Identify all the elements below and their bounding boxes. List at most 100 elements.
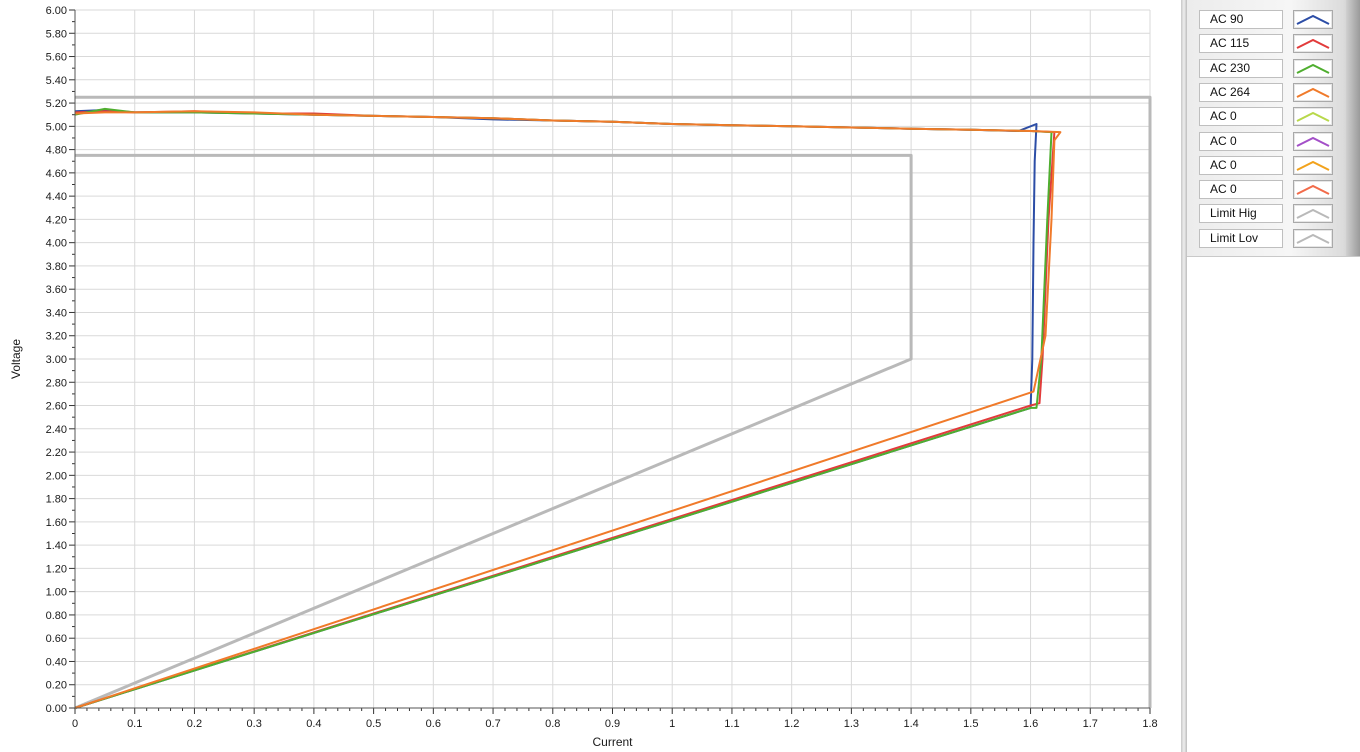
x-tick-label: 0.5 [366, 718, 381, 730]
legend-line-icon [1296, 136, 1330, 147]
legend-item-label: AC 115 [1199, 34, 1283, 54]
y-tick-label: 6.00 [46, 5, 67, 17]
y-tick-label: 4.40 [46, 191, 67, 203]
legend-line-icon [1296, 184, 1330, 195]
y-tick-label: 3.80 [46, 261, 67, 273]
legend-item[interactable]: AC 115 [1199, 33, 1333, 54]
grid-layer [74, 9, 1151, 709]
y-tick-label: 1.00 [46, 587, 67, 599]
legend-line-icon [1296, 63, 1330, 74]
y-tick-label: 0.40 [46, 656, 67, 668]
legend-swatch[interactable] [1293, 10, 1333, 29]
legend-swatch[interactable] [1293, 155, 1333, 175]
legend-line-icon [1296, 14, 1330, 25]
chart-plot-area: 0 0.1 0.2 0.3 0.4 0.5 0.6 0.7 0.8 0.9 1 1.1 1.2 1.3 1.… [9, 5, 1158, 749]
legend-line-icon [1296, 233, 1330, 244]
series-line-limit-lov-9 [74, 153, 913, 710]
legend-swatch[interactable] [1293, 34, 1333, 54]
legend-line-icon [1296, 209, 1330, 220]
y-tick-label: 1.20 [46, 563, 67, 575]
x-tick-label: 1.1 [724, 718, 739, 730]
x-tick-label: 1.6 [1023, 718, 1038, 730]
legend-item-label: AC 0 [1199, 107, 1283, 127]
legend-item[interactable]: AC 230 [1199, 58, 1333, 79]
y-tick-label: 0.00 [46, 703, 67, 715]
legend-item-label: AC 264 [1199, 82, 1283, 102]
legend-swatch[interactable] [1293, 131, 1333, 151]
x-tick-label: 0.4 [306, 718, 321, 730]
x-tick-label: 0.3 [247, 718, 262, 730]
series-line-limit-hig-8 [75, 95, 1152, 708]
plot-legend: AC 90 AC 115 AC 230 AC 264 AC 0 AC 0 AC 0 AC 0 L… [1187, 0, 1360, 257]
y-tick-label: 2.20 [46, 447, 67, 459]
x-tick-label: 0.6 [426, 718, 441, 730]
y-tick-label: 5.80 [46, 28, 67, 40]
legend-item[interactable]: AC 0 [1199, 131, 1333, 152]
legend-item[interactable]: Limit Hig [1199, 203, 1333, 224]
y-tick-label: 0.60 [46, 633, 67, 645]
y-tick-label: 4.20 [46, 214, 67, 226]
y-tick-label: 5.20 [46, 98, 67, 110]
legend-swatch[interactable] [1293, 107, 1333, 127]
legend-item[interactable]: AC 0 [1199, 155, 1333, 176]
series-layer [74, 95, 1152, 710]
y-tick-label: 4.80 [46, 145, 67, 157]
x-axis-title: Current [592, 735, 633, 749]
y-tick-label: 3.40 [46, 307, 67, 319]
legend-item[interactable]: Limit Lov [1199, 228, 1333, 249]
legend-line-icon [1296, 87, 1330, 98]
legend-swatch[interactable] [1293, 58, 1333, 78]
y-tick-label: 5.60 [46, 52, 67, 64]
chart-svg: 0 0.1 0.2 0.3 0.4 0.5 0.6 0.7 0.8 0.9 1 1.1 1.2 1.3 1.… [9, 5, 1158, 749]
x-tick-label: 1.2 [784, 718, 799, 730]
x-tick-label: 0.9 [605, 718, 620, 730]
y-tick-label: 4.00 [46, 238, 67, 250]
y-tick-label: 2.40 [46, 424, 67, 436]
y-tick-label: 3.60 [46, 284, 67, 296]
legend-item-label: AC 230 [1199, 58, 1283, 78]
panel-divider [1181, 0, 1187, 752]
legend-item[interactable]: AC 0 [1199, 179, 1333, 200]
x-tick-label: 0.8 [545, 718, 560, 730]
legend-item-label: AC 0 [1199, 180, 1283, 200]
legend-swatch[interactable] [1293, 180, 1333, 200]
y-tick-label: 5.00 [46, 121, 67, 133]
y-tick-label: 5.40 [46, 75, 67, 87]
legend-line-icon [1296, 39, 1330, 50]
x-tick-label: 1.3 [844, 718, 859, 730]
x-tick-label: 0.2 [187, 718, 202, 730]
y-tick-label: 1.60 [46, 517, 67, 529]
legend-swatch[interactable] [1293, 204, 1333, 224]
y-tick-label: 2.60 [46, 401, 67, 413]
y-tick-label: 0.80 [46, 610, 67, 622]
x-tick-label: 1.7 [1083, 718, 1098, 730]
y-tick-label: 3.00 [46, 354, 67, 366]
y-tick-label: 2.80 [46, 377, 67, 389]
y-tick-label: 0.20 [46, 680, 67, 692]
y-tick-label: 3.20 [46, 331, 67, 343]
x-tick-label: 0.7 [485, 718, 500, 730]
legend-item-label: AC 0 [1199, 155, 1283, 175]
x-tick-label: 1.4 [903, 718, 918, 730]
x-tick-label: 1.5 [963, 718, 978, 730]
legend-item-label: AC 90 [1199, 10, 1283, 29]
tick-layer: 0 0.1 0.2 0.3 0.4 0.5 0.6 0.7 0.8 0.9 1 1.1 1.2 1.3 1.… [46, 5, 1158, 730]
legend-item-label: AC 0 [1199, 131, 1283, 151]
legend-swatch[interactable] [1293, 82, 1333, 102]
x-tick-label: 0.1 [127, 718, 142, 730]
legend-item[interactable]: AC 264 [1199, 82, 1333, 103]
legend-line-icon [1296, 160, 1330, 171]
legend-item[interactable]: AC 90 [1199, 9, 1333, 30]
legend-item[interactable]: AC 0 [1199, 106, 1333, 127]
y-tick-label: 1.80 [46, 494, 67, 506]
y-tick-label: 1.40 [46, 540, 67, 552]
legend-swatch[interactable] [1293, 228, 1333, 248]
x-tick-label: 0 [72, 718, 78, 730]
y-tick-label: 2.00 [46, 470, 67, 482]
legend-item-label: Limit Hig [1199, 204, 1283, 224]
y-axis-title: Voltage [9, 339, 23, 379]
series-line-ac-264-3 [74, 110, 1062, 709]
x-tick-label: 1.8 [1142, 718, 1157, 730]
x-tick-label: 1 [669, 718, 675, 730]
y-tick-label: 4.60 [46, 168, 67, 180]
